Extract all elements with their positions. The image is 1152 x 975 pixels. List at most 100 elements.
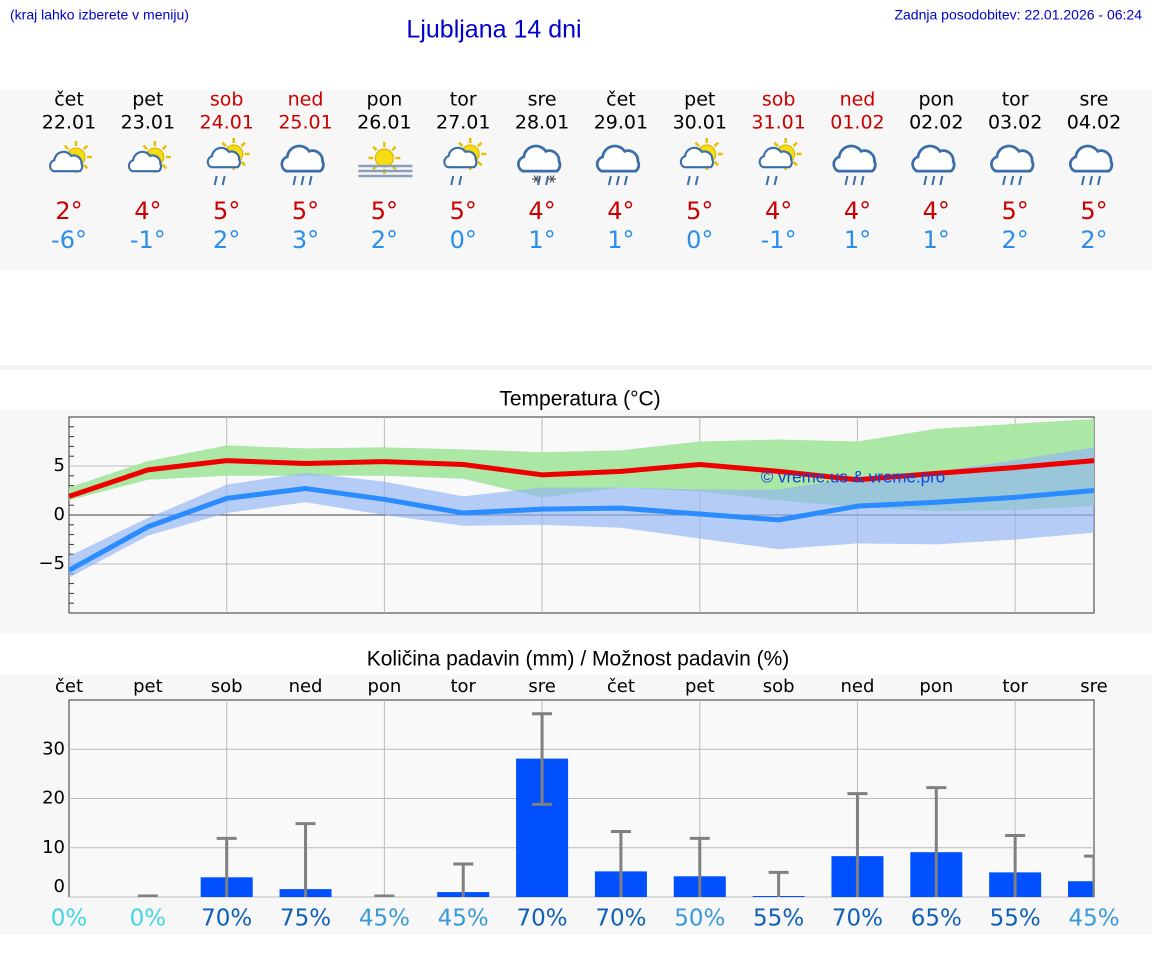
rain-drop [545, 175, 550, 186]
temp-max: 4° [765, 197, 792, 225]
sun-ray [240, 160, 246, 167]
temp-min: -1° [761, 226, 797, 254]
weather-icon [679, 138, 723, 186]
temp-min: -1° [130, 226, 166, 254]
y-tick-label: 10 [42, 837, 65, 858]
day-name: pet [684, 89, 715, 111]
day-name: pon [918, 89, 954, 111]
day-date: 28.01 [515, 112, 569, 134]
x-tick-label: čet [607, 676, 635, 697]
precip-probability: 45% [438, 906, 489, 932]
day-date: 01.02 [830, 112, 884, 134]
cloud [990, 144, 1035, 173]
sun-ray [477, 141, 483, 148]
temp-min: 1° [844, 226, 871, 254]
rain-drop [308, 175, 313, 186]
cloud [206, 146, 241, 169]
temp-min: 2° [1080, 226, 1107, 254]
temp-min: 1° [923, 226, 950, 254]
temp-line [67, 486, 1095, 573]
snow-flake [549, 175, 555, 183]
y-tick-label: 20 [42, 788, 65, 809]
rain-drop [221, 175, 226, 186]
weather-icon [517, 144, 562, 186]
day-name: sob [210, 89, 244, 111]
temp-max: 5° [450, 197, 477, 225]
rain-drop [1089, 175, 1093, 186]
temp-max: 5° [213, 197, 240, 225]
temp-min: 1° [528, 226, 555, 254]
day-date: 25.01 [278, 112, 332, 134]
precip-probability: 70% [832, 906, 883, 932]
day-name: ned [288, 89, 324, 111]
cloud [758, 146, 793, 169]
day-date: 23.01 [121, 112, 175, 134]
x-tick-label: sre [528, 676, 555, 697]
precip-probability: 0% [130, 906, 167, 932]
rain-drop [694, 175, 699, 186]
rain-drop [1002, 175, 1007, 186]
day-date: 02.02 [909, 112, 963, 134]
precip-probability: 50% [674, 906, 725, 932]
day-name: čet [606, 89, 636, 111]
sun-ray [221, 141, 227, 148]
chart-title: Temperatura (°C) [499, 388, 660, 411]
rain-drop [765, 175, 770, 186]
sun-ray [372, 145, 378, 152]
temp-max: 5° [1080, 197, 1107, 225]
weather-icon [49, 141, 92, 173]
precip-probability: 55% [753, 906, 804, 932]
day-name: čet [54, 89, 84, 111]
day-name: pet [132, 89, 163, 111]
temp-min: 3° [292, 226, 319, 254]
weather-icon [127, 141, 171, 173]
rain-drop [615, 175, 620, 186]
day-name: sob [762, 89, 796, 111]
day-name: sre [528, 89, 557, 111]
precip-probability: 45% [359, 906, 410, 932]
x-tick-label: pon [919, 676, 953, 697]
sun-ray [477, 160, 483, 167]
sun-ray [792, 160, 798, 167]
temp-max: 4° [528, 197, 555, 225]
sun-ray [161, 163, 168, 170]
range-band [69, 447, 1094, 578]
cloud [443, 146, 478, 169]
rain-drop [860, 175, 865, 186]
temp-min: 2° [213, 226, 240, 254]
temp-max: 4° [923, 197, 950, 225]
temp-min: 2° [371, 226, 398, 254]
sun-ray [773, 141, 779, 148]
x-tick-label: ned [289, 676, 323, 697]
precip-probability: 55% [990, 906, 1041, 932]
sun-ray [713, 141, 719, 148]
precip-probability: 45% [1068, 906, 1119, 932]
sun-ray [142, 144, 148, 151]
cloud [832, 144, 877, 173]
temp-min: 1° [607, 226, 634, 254]
bar [1068, 881, 1094, 897]
temp-max: 4° [607, 197, 634, 225]
x-tick-label: tor [1002, 676, 1028, 697]
sun-ray [458, 141, 464, 148]
cloud [127, 150, 163, 173]
cloud [1068, 144, 1114, 173]
sun-ray [694, 141, 700, 148]
rain-drop [1018, 175, 1023, 186]
rain-drop [939, 175, 944, 186]
cloud [280, 144, 325, 173]
day-name: tor [450, 89, 477, 111]
sun-ray [63, 144, 70, 151]
y-tick-label: 0 [54, 876, 65, 897]
day-name: ned [840, 89, 876, 111]
sun-ray [391, 145, 397, 152]
weather-icon [443, 138, 487, 186]
x-tick-label: sre [1080, 676, 1107, 697]
sun [374, 148, 394, 168]
rain-drop [458, 175, 463, 186]
weather-icon [1068, 144, 1114, 186]
y-tick-label: 0 [54, 504, 65, 525]
weather-icon [595, 144, 641, 186]
sun-ray [713, 160, 719, 167]
